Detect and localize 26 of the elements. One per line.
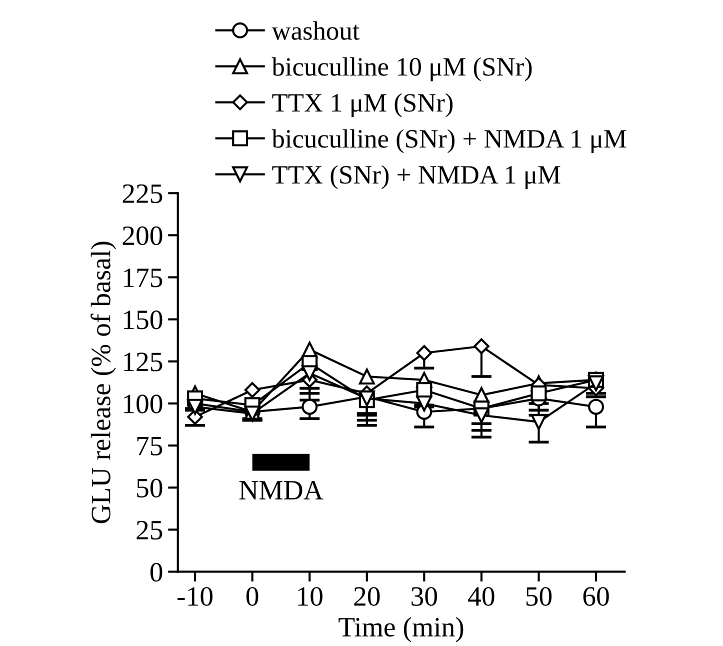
x-tick-label: -10 <box>178 587 212 606</box>
y-tick-label: 100 <box>124 394 162 414</box>
y-tick-label: 225 <box>122 184 162 204</box>
x-tick-label: 0 <box>246 587 258 606</box>
y-tick-label: 150 <box>124 310 162 330</box>
x-tick-label: 10 <box>298 587 322 606</box>
y-tick-label: 50 <box>137 478 162 498</box>
x-axis-title: Time (min) <box>338 617 464 642</box>
legend-label: washout <box>272 21 360 40</box>
x-tick-label: 20 <box>354 587 380 606</box>
x-tick-label: 60 <box>583 587 609 606</box>
x-tick-label: 40 <box>468 587 494 606</box>
legend-label: TTX 1 μM (SNr) <box>272 93 453 118</box>
legend-label: bicuculline 10 μM (SNr) <box>272 57 532 82</box>
y-tick-label: 0 <box>150 562 162 582</box>
y-tick-label: 125 <box>124 352 162 372</box>
y-tick-label: 75 <box>137 436 162 456</box>
y-axis-title: GLU release (% of basal) <box>90 242 116 524</box>
y-tick-label: 25 <box>136 520 162 540</box>
legend-label: TTX (SNr) + NMDA 1 μM <box>272 165 560 190</box>
x-tick-label: 50 <box>526 587 552 606</box>
x-tick-label: 30 <box>412 587 438 606</box>
legend-label: bicuculline (SNr) + NMDA 1 μM <box>272 129 626 154</box>
y-tick-label: 175 <box>124 268 162 288</box>
y-tick-label: 200 <box>122 226 162 246</box>
band-label: NMDA <box>239 480 324 500</box>
